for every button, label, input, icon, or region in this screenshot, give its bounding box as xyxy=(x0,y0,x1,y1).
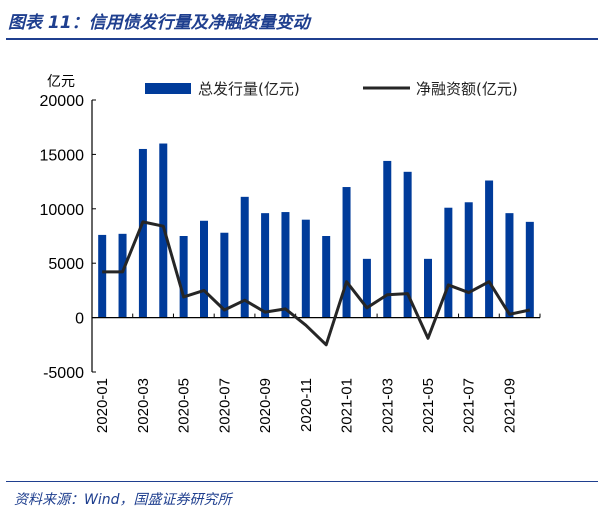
x-tick-label: 2020-07 xyxy=(216,378,233,433)
bar xyxy=(281,212,290,318)
x-tick-label: 2021-05 xyxy=(420,378,437,433)
bar xyxy=(525,221,534,318)
y-tick-label: 15000 xyxy=(40,147,85,164)
bar xyxy=(403,171,412,318)
bar xyxy=(220,232,229,318)
y-axis-unit: 亿元 xyxy=(47,74,75,90)
bar xyxy=(383,160,392,318)
source-note: 资料来源：Wind，国盛证券研究所 xyxy=(14,492,232,508)
x-tick-label: 2020-03 xyxy=(135,378,152,433)
bar xyxy=(301,219,310,318)
bar xyxy=(118,233,127,318)
bar xyxy=(240,196,249,318)
x-tick-label: 2021-09 xyxy=(501,378,518,433)
bar xyxy=(485,180,494,318)
bar xyxy=(362,258,371,318)
footer-divider xyxy=(6,481,598,482)
bar xyxy=(444,207,453,318)
x-tick-label: 2020-11 xyxy=(298,378,315,432)
bar xyxy=(200,220,208,318)
legend-swatch-bar xyxy=(145,83,191,94)
x-tick-label: 2021-03 xyxy=(379,378,396,433)
chart: -5000 0 5000 10000 15000 20000 亿元 2020-01 2020-0… xyxy=(40,74,541,433)
bar xyxy=(322,236,331,318)
figure-title: 图表 11：信用债发行量及净融资量变动 xyxy=(8,13,310,33)
net-financing-line xyxy=(102,220,531,347)
legend-label-line: 净融资额(亿元) xyxy=(416,80,518,98)
y-tick-label: 5000 xyxy=(48,256,84,273)
x-tick-label: 2020-05 xyxy=(176,378,193,433)
bar xyxy=(179,236,188,318)
y-tick-label: 0 xyxy=(75,311,84,328)
bar xyxy=(98,234,107,318)
y-tick-label: 20000 xyxy=(40,93,85,110)
bar xyxy=(342,187,351,318)
x-tick-label: 2021-07 xyxy=(461,378,478,433)
bar xyxy=(138,148,147,318)
x-tick-label: 2020-01 xyxy=(94,378,111,433)
bar xyxy=(424,258,432,318)
legend-label-bar: 总发行量(亿元) xyxy=(198,80,300,98)
x-tick-label: 2020-09 xyxy=(257,378,274,433)
bar xyxy=(505,213,514,318)
y-tick-label: 10000 xyxy=(40,202,85,219)
x-tick-label: 2021-01 xyxy=(339,378,356,433)
title-divider xyxy=(6,38,598,40)
y-tick-label: -5000 xyxy=(43,365,84,382)
bar xyxy=(261,213,270,318)
bar xyxy=(464,202,473,318)
